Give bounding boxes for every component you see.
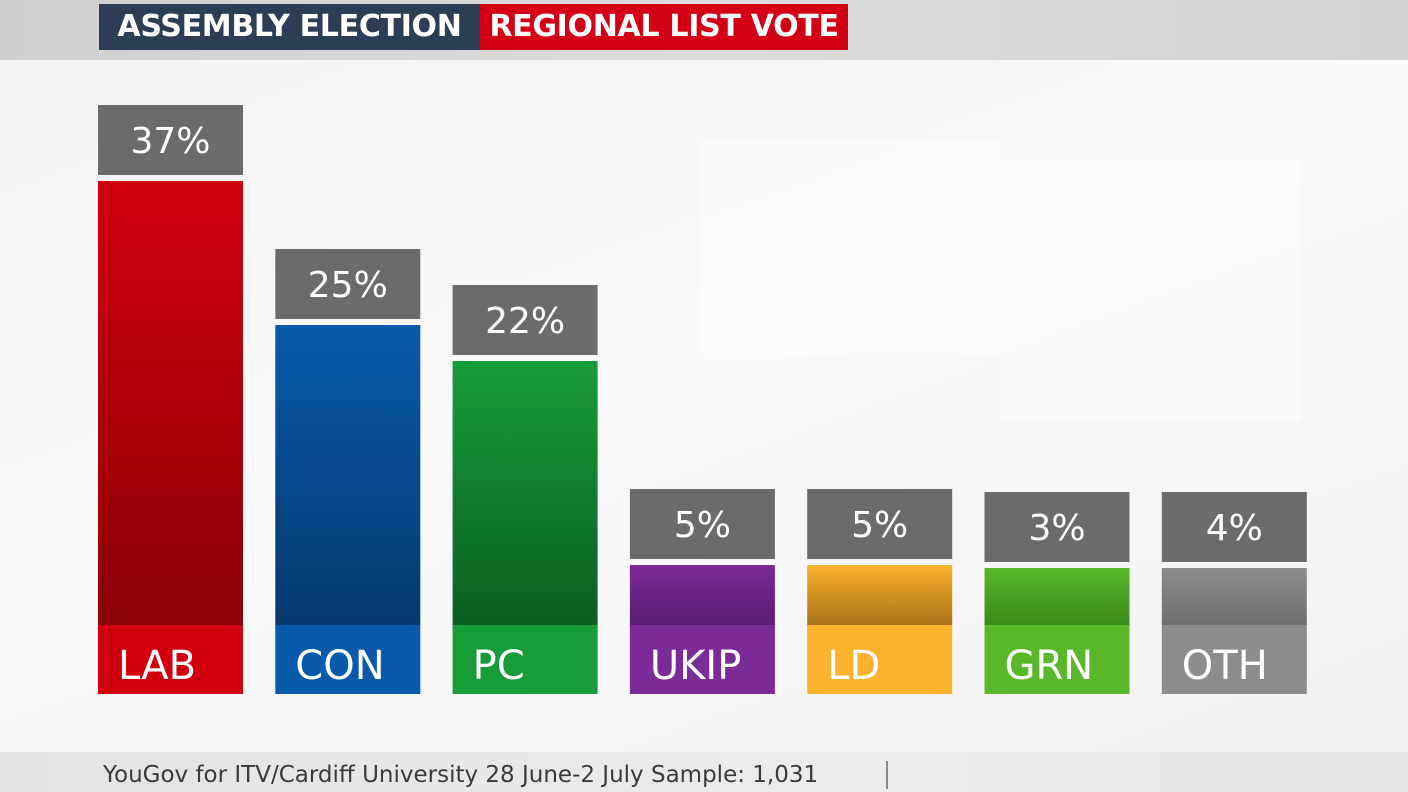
value-label-grn: 3% xyxy=(1028,508,1085,549)
value-label-con: 25% xyxy=(308,265,388,306)
category-strip-ld xyxy=(807,625,953,694)
value-label-oth: 4% xyxy=(1206,508,1263,549)
value-label-ukip: 5% xyxy=(674,505,731,546)
category-strip-con xyxy=(275,625,421,694)
bar-lab xyxy=(98,181,243,625)
value-label-box-ukip xyxy=(629,489,775,559)
category-strip-oth xyxy=(1161,625,1307,694)
category-label-grn: GRN xyxy=(1005,643,1094,689)
bar-ukip xyxy=(629,565,775,625)
category-strip-ukip xyxy=(629,625,775,694)
panel-shade xyxy=(1000,160,1300,420)
category-strip-pc xyxy=(452,625,598,694)
value-label-box-pc xyxy=(452,285,598,355)
category-strip-lab xyxy=(98,625,243,694)
value-label-box-oth xyxy=(1161,492,1307,562)
value-label-box-con xyxy=(275,249,421,319)
bar-grn xyxy=(984,568,1130,625)
header-assembly-election: ASSEMBLY ELECTION xyxy=(99,4,480,50)
bar-pc xyxy=(452,361,598,625)
panel-shade xyxy=(700,140,1000,355)
category-label-pc: PC xyxy=(473,643,525,689)
value-label-box-grn xyxy=(984,492,1130,562)
value-label-pc: 22% xyxy=(485,301,565,342)
category-label-oth: OTH xyxy=(1182,643,1268,689)
footer-separator xyxy=(886,761,888,789)
source-footnote: YouGov for ITV/Cardiff University 28 Jun… xyxy=(103,762,819,788)
value-label-ld: 5% xyxy=(851,505,908,546)
category-label-ukip: UKIP xyxy=(650,643,741,689)
bar-con xyxy=(275,325,421,625)
bar-oth xyxy=(1161,568,1307,625)
category-strip-grn xyxy=(984,625,1130,694)
value-label-lab: 37% xyxy=(130,121,210,162)
bar-ld xyxy=(807,565,953,625)
footer-strip xyxy=(0,752,1408,792)
value-label-box-ld xyxy=(807,489,953,559)
category-label-con: CON xyxy=(295,643,384,689)
header-regional-list-vote: REGIONAL LIST VOTE xyxy=(480,4,848,50)
category-label-ld: LD xyxy=(827,643,880,689)
value-label-box-lab xyxy=(98,105,243,175)
category-label-lab: LAB xyxy=(118,643,196,689)
